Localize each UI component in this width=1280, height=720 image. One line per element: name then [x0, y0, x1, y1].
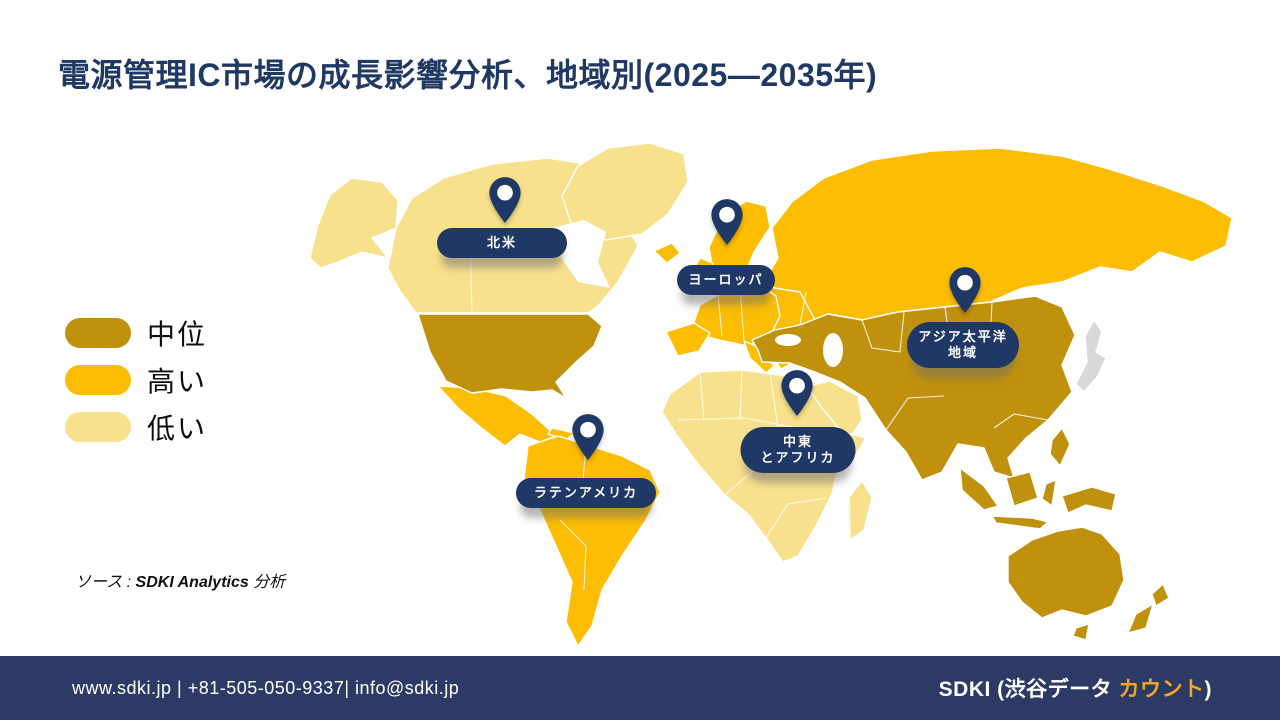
region-label-asia-pacific: アジア太平洋 地域	[907, 322, 1019, 368]
source-suffix: 分析	[248, 574, 286, 591]
region-iceland	[653, 242, 681, 264]
legend-item-medium: 中位	[65, 318, 207, 350]
footer-brand-prefix: SDKI (渋谷データ	[938, 678, 1119, 701]
region-japan	[1075, 319, 1107, 393]
region-java	[991, 515, 1049, 530]
location-pin-icon	[711, 199, 743, 245]
region-usa	[417, 313, 603, 399]
legend: 中位 高い 低い	[65, 318, 207, 459]
region-label-text2: とアフリカ	[760, 450, 836, 465]
region-label-text2: 地域	[947, 345, 978, 360]
region-label-text: ラテンアメリカ	[533, 485, 639, 500]
hudson-bay	[552, 220, 610, 288]
legend-label-medium: 中位	[147, 319, 208, 350]
footer-contact: www.sdki.jp | +81-505-050-9337| info@sdk…	[72, 677, 460, 698]
region-new-guinea	[1061, 486, 1117, 514]
region-new-zealand-south	[1127, 603, 1154, 634]
location-pin-icon	[489, 177, 521, 223]
region-sulawesi	[1041, 479, 1057, 507]
location-pin-icon	[781, 370, 813, 416]
footer-brand-highlight: カウント	[1118, 678, 1205, 701]
region-label-middle-east-africa: 中東 とアフリカ	[740, 427, 856, 473]
legend-swatch-low	[65, 412, 131, 442]
region-tasmania	[1072, 623, 1090, 641]
black-sea	[775, 334, 801, 346]
region-new-zealand-north	[1151, 583, 1170, 607]
location-pin-icon	[949, 267, 981, 313]
region-label-latin-america: ラテンアメリカ	[516, 478, 656, 508]
region-europe-central	[693, 285, 781, 347]
region-label-text: 中東	[782, 434, 813, 449]
legend-swatch-high	[65, 365, 131, 395]
region-label-text: 北米	[486, 235, 517, 250]
region-south-america	[523, 435, 661, 647]
legend-item-low: 低い	[65, 412, 207, 444]
footer-bar: www.sdki.jp | +81-505-050-9337| info@sdk…	[0, 656, 1280, 720]
caspian-sea	[823, 333, 843, 367]
region-label-text: ヨーロッパ	[688, 272, 764, 287]
legend-label-high: 高い	[147, 366, 208, 397]
region-sumatra	[959, 467, 999, 511]
legend-label-low: 低い	[147, 413, 208, 444]
source-prefix: ソース :	[75, 574, 136, 591]
region-iberia	[665, 322, 711, 357]
legend-item-high: 高い	[65, 365, 207, 397]
location-pin-icon	[572, 414, 604, 460]
region-alaska	[309, 177, 399, 269]
region-mexico-central-america	[437, 385, 557, 447]
region-label-north-america: 北米	[437, 228, 567, 258]
region-philippines	[1049, 427, 1071, 467]
region-greenland	[561, 142, 689, 241]
region-australia	[1007, 526, 1125, 619]
footer-brand: SDKI (渋谷データ カウント)	[939, 673, 1212, 703]
region-label-text: アジア太平洋	[918, 329, 1008, 344]
page-title: 電源管理IC市場の成長影響分析、地域別(2025—2035年)	[58, 57, 878, 93]
legend-swatch-medium	[65, 318, 131, 348]
source-note: ソース : SDKI Analytics 分析	[75, 568, 285, 592]
world-map	[309, 142, 1233, 647]
footer-brand-suffix: )	[1204, 678, 1212, 701]
region-label-europe: ヨーロッパ	[677, 265, 775, 295]
source-brand: SDKI Analytics	[135, 574, 249, 591]
region-borneo	[1005, 471, 1039, 507]
region-madagascar	[848, 480, 873, 541]
